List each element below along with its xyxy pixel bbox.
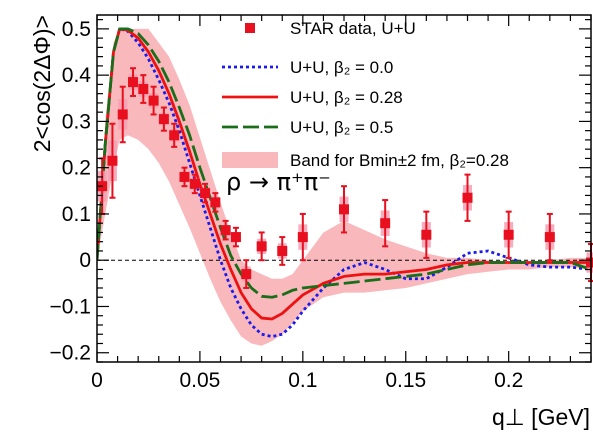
legend-label: U+U, β₂ = 0.5 xyxy=(290,118,393,137)
data-point xyxy=(117,85,128,144)
x-tick-label: 0.15 xyxy=(385,369,426,392)
curve-b5 xyxy=(97,27,591,299)
data-point-marker xyxy=(210,197,221,208)
data-point xyxy=(297,212,308,262)
data-point xyxy=(256,231,267,262)
data-point xyxy=(158,106,169,132)
legend-label: Band for Bmin±2 fm, β₂=0.28 xyxy=(290,151,509,170)
data-point-marker xyxy=(277,245,288,256)
data-point xyxy=(128,67,139,97)
data-point xyxy=(107,122,118,199)
data-point-marker xyxy=(503,229,514,240)
data-point xyxy=(503,210,514,259)
data-point xyxy=(544,212,555,262)
data-point xyxy=(148,85,159,116)
x-tick-label: 0.2 xyxy=(494,369,523,392)
data-point-marker xyxy=(128,77,139,88)
data-point xyxy=(220,219,231,241)
data-point xyxy=(277,236,288,266)
legend-entry-data: STAR data, U+U xyxy=(245,19,416,38)
data-point-marker xyxy=(158,114,169,125)
data-point-marker xyxy=(189,178,200,189)
legend-entry-b0: U+U, β₂ = 0.0 xyxy=(222,58,393,77)
data-point-marker xyxy=(169,130,180,141)
data-point-marker xyxy=(586,257,593,268)
y-tick-label: 0.2 xyxy=(62,157,91,180)
data-point xyxy=(210,192,221,213)
data-point xyxy=(339,185,349,234)
curve-layer xyxy=(97,27,591,338)
y-tick-label: 0 xyxy=(79,249,91,272)
y-tick-label: −0.1 xyxy=(50,295,91,318)
legend-entry-b28: U+U, β₂ = 0.28 xyxy=(222,88,403,107)
curve-b0 xyxy=(97,27,591,338)
data-point xyxy=(421,210,432,259)
data-point-marker xyxy=(220,225,231,236)
data-point xyxy=(138,74,149,104)
data-point xyxy=(169,122,180,148)
y-tick-label: 0.3 xyxy=(62,110,91,133)
data-point-marker xyxy=(544,232,555,243)
data-point xyxy=(189,173,200,195)
y-tick-label: 0.1 xyxy=(62,203,91,226)
data-point-marker xyxy=(179,171,190,182)
reaction-annotation: ρ → π⁺π⁻ xyxy=(226,168,331,196)
y-tick-label: 0.5 xyxy=(62,18,91,41)
legend-symbol-band xyxy=(222,152,278,168)
data-point-marker xyxy=(230,232,241,243)
data-point-marker xyxy=(138,84,149,95)
y-axis-title: 2<cos(2ΔΦ)> xyxy=(29,15,55,152)
uncertainty-band xyxy=(97,28,591,346)
legend-entry-b5: U+U, β₂ = 0.5 xyxy=(222,118,393,137)
data-point-marker xyxy=(148,95,159,106)
band-layer xyxy=(97,28,591,346)
data-point xyxy=(230,226,241,248)
data-point-marker xyxy=(117,109,128,120)
data-point-marker xyxy=(462,192,473,203)
data-point xyxy=(179,166,190,188)
data-point-marker xyxy=(380,218,391,229)
x-tick-label: 0.05 xyxy=(179,369,220,392)
data-layer xyxy=(97,67,593,289)
x-tick-label: 0.1 xyxy=(288,369,317,392)
data-point-marker xyxy=(297,232,308,243)
data-point-marker xyxy=(200,188,211,199)
data-point xyxy=(462,173,473,222)
data-point xyxy=(200,182,211,204)
data-point-marker xyxy=(241,269,252,280)
y-tick-label: −0.2 xyxy=(50,342,91,365)
legend-label: U+U, β₂ = 0.28 xyxy=(290,88,403,107)
legend-symbol-data xyxy=(245,23,255,33)
legend-label: STAR data, U+U xyxy=(290,19,416,38)
legend-label: U+U, β₂ = 0.0 xyxy=(290,58,393,77)
y-tick-label: 0.4 xyxy=(62,64,92,87)
legend: STAR data, U+U U+U, β₂ = 0.0 U+U, β₂ = 0.2… xyxy=(222,19,509,170)
data-point xyxy=(380,199,391,248)
data-point xyxy=(241,259,252,289)
tick-layer: 0 0.05 0.1 0.15 0.2 −0.2 −0.1 0 0.1 0.2 0.3 0.4 0.5 xyxy=(50,15,592,392)
data-point-marker xyxy=(107,155,118,166)
curve-b28 xyxy=(97,27,591,321)
x-tick-label: 0 xyxy=(91,369,103,392)
data-point-marker xyxy=(339,204,349,215)
data-point-marker xyxy=(421,229,432,240)
legend-entry-band: Band for Bmin±2 fm, β₂=0.28 xyxy=(222,151,509,170)
data-point-marker xyxy=(256,241,267,252)
x-axis-title: q⊥ [GeV] xyxy=(492,404,590,430)
